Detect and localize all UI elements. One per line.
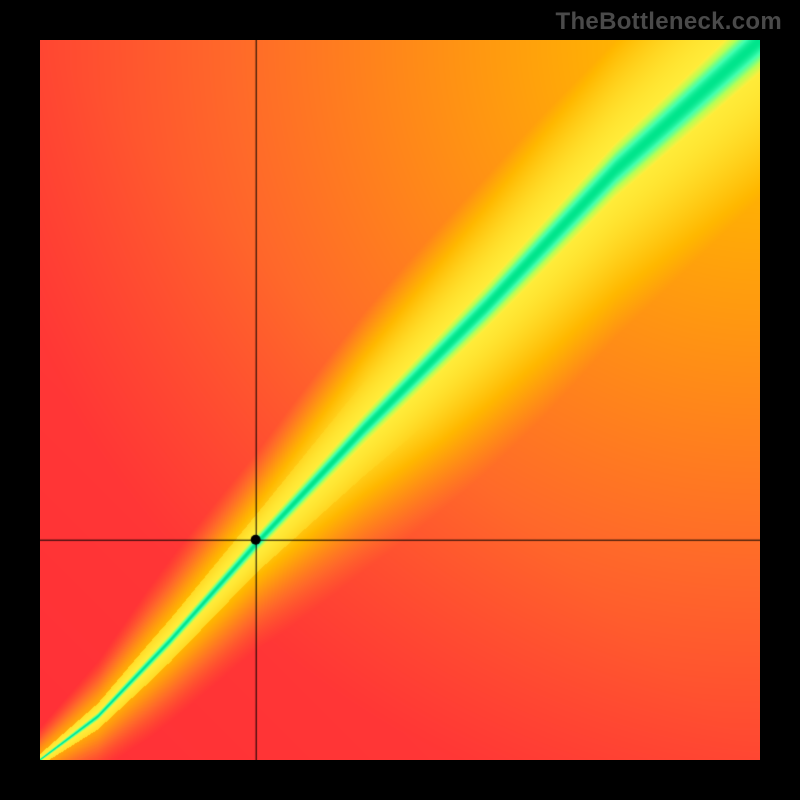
heatmap-canvas bbox=[40, 40, 760, 760]
watermark-text: TheBottleneck.com bbox=[556, 8, 782, 36]
plot-area bbox=[40, 40, 760, 760]
chart-frame: TheBottleneck.com bbox=[0, 0, 800, 800]
